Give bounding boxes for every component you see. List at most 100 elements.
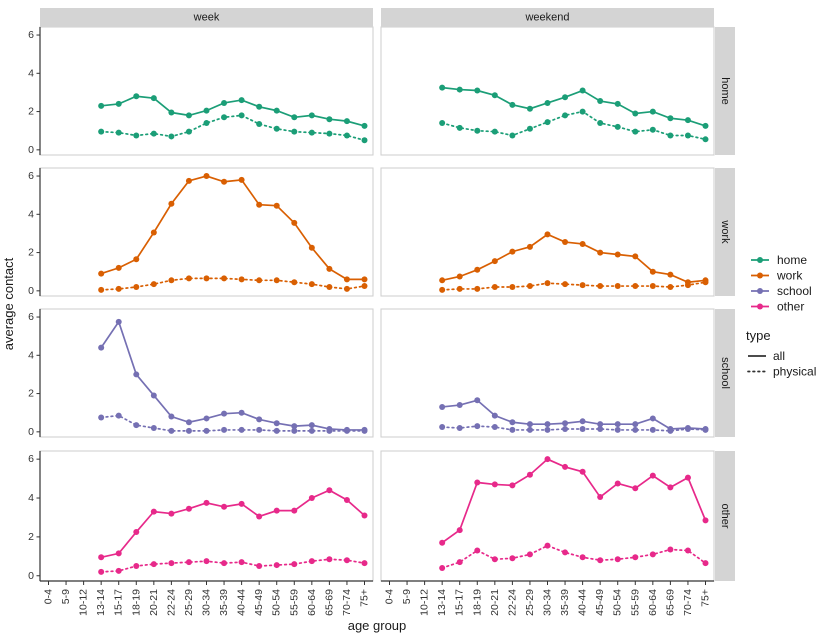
data-point-other-weekend-physical xyxy=(474,547,481,554)
facet-strip-work xyxy=(715,168,735,296)
series-line-home-week-all xyxy=(101,95,365,127)
data-point-school-weekend-physical xyxy=(614,426,621,433)
data-point-school-week-all xyxy=(273,420,280,427)
data-point-home-weekend-all xyxy=(456,86,463,93)
data-point-school-week-physical xyxy=(326,427,333,434)
data-point-work-week-physical xyxy=(221,275,228,282)
x-tick-label: 65-69 xyxy=(323,589,335,616)
data-point-other-week-physical xyxy=(326,556,333,563)
data-point-home-weekend-all xyxy=(544,99,551,106)
data-point-work-week-physical xyxy=(150,281,157,288)
data-point-other-week-all xyxy=(273,507,280,514)
data-point-home-weekend-all xyxy=(474,87,481,94)
data-point-school-week-physical xyxy=(308,427,315,434)
data-point-home-weekend-all xyxy=(579,87,586,94)
data-point-other-week-all xyxy=(133,529,140,536)
x-axis-title: age group xyxy=(348,618,407,633)
legend-key-point-work xyxy=(757,272,763,279)
x-tick-label: 70-74 xyxy=(682,589,694,616)
x-tick-label: 55-59 xyxy=(288,589,300,616)
data-point-other-weekend-all xyxy=(491,481,498,488)
legend-type-all-label: all xyxy=(773,349,785,363)
x-tick-label: 5-9 xyxy=(401,589,413,604)
data-point-other-week-all xyxy=(168,510,175,517)
y-tick-label: 0 xyxy=(28,144,34,156)
data-point-home-week-physical xyxy=(98,128,105,135)
data-point-home-week-physical xyxy=(168,133,175,140)
data-point-other-week-all xyxy=(361,512,368,519)
data-point-other-week-physical xyxy=(168,560,175,567)
data-point-work-week-all xyxy=(203,173,210,180)
data-point-school-week-all xyxy=(238,409,245,416)
data-point-home-weekend-physical xyxy=(614,123,621,130)
data-point-home-week-all xyxy=(133,93,140,100)
data-point-home-week-physical xyxy=(256,121,263,128)
series-line-school-week-physical xyxy=(100,414,366,432)
data-point-work-week-physical xyxy=(168,277,175,284)
legend-key-point-other xyxy=(757,303,763,310)
panel-bg xyxy=(39,167,374,297)
data-point-home-week-physical xyxy=(133,132,140,139)
x-tick-label: 0-4 xyxy=(43,589,55,604)
y-tick-label: 0 xyxy=(28,570,34,582)
legend-keys-layer xyxy=(747,257,769,373)
data-point-work-week-all xyxy=(150,229,157,236)
x-tick-label: 50-54 xyxy=(612,589,624,616)
x-tick-label: 30-34 xyxy=(542,589,554,616)
data-point-school-weekend-all xyxy=(544,421,551,428)
data-point-home-weekend-physical xyxy=(649,126,656,133)
data-point-work-weekend-all xyxy=(526,243,533,250)
x-tick-label: 45-49 xyxy=(594,589,606,616)
data-point-home-week-physical xyxy=(203,120,210,127)
data-point-home-week-all xyxy=(361,122,368,129)
y-tick-label: 4 xyxy=(28,208,34,220)
y-tick-label: 4 xyxy=(28,67,34,79)
data-point-home-week-all xyxy=(256,103,263,110)
data-point-work-weekend-all xyxy=(632,253,639,260)
data-point-home-week-physical xyxy=(343,132,350,139)
panel-bg xyxy=(39,308,374,438)
data-point-home-weekend-physical xyxy=(474,127,481,134)
data-point-other-weekend-physical xyxy=(526,551,533,558)
data-point-work-weekend-physical xyxy=(649,283,656,290)
data-point-home-weekend-all xyxy=(439,84,446,91)
x-tick-label: 10-12 xyxy=(419,589,431,616)
panel-bg xyxy=(39,26,374,156)
data-point-home-weekend-physical xyxy=(702,136,709,143)
data-point-work-week-all xyxy=(98,270,105,277)
legend-item-home-label: home xyxy=(777,253,807,267)
data-point-home-week-all xyxy=(238,97,245,104)
y-tick-label: 2 xyxy=(28,531,34,543)
legend-key-point-home xyxy=(757,257,763,263)
y-tick-label: 0 xyxy=(28,426,34,438)
data-point-work-weekend-all xyxy=(597,249,604,256)
series-line-school-weekend-all xyxy=(442,399,706,430)
series-line-home-weekend-physical xyxy=(441,110,707,141)
data-point-other-weekend-all xyxy=(649,472,656,479)
data-point-work-week-all xyxy=(256,201,263,208)
data-point-other-week-all xyxy=(115,550,122,557)
data-point-school-week-physical xyxy=(361,427,368,434)
data-point-school-week-physical xyxy=(133,422,140,429)
x-tick-label: 18-19 xyxy=(130,589,142,616)
data-point-school-week-physical xyxy=(115,412,122,419)
data-point-school-weekend-physical xyxy=(491,424,498,431)
data-point-home-weekend-physical xyxy=(491,128,498,135)
data-point-work-week-physical xyxy=(291,279,298,286)
data-point-other-week-all xyxy=(150,508,157,515)
data-point-home-week-all xyxy=(221,99,228,106)
data-point-work-week-physical xyxy=(343,285,350,292)
data-point-school-week-physical xyxy=(256,426,263,433)
x-tick-label: 13-14 xyxy=(95,589,107,616)
data-point-school-weekend-physical xyxy=(562,425,569,432)
data-point-home-week-all xyxy=(168,109,175,116)
data-point-other-weekend-physical xyxy=(614,556,621,563)
x-tick-label: 22-24 xyxy=(506,589,518,616)
data-point-work-week-all xyxy=(133,256,140,263)
data-point-other-weekend-physical xyxy=(456,559,463,566)
y-tick-label: 4 xyxy=(28,492,34,504)
data-point-home-week-physical xyxy=(150,130,157,137)
data-point-work-week-all xyxy=(221,178,228,185)
series-line-other-weekend-physical xyxy=(441,544,707,569)
